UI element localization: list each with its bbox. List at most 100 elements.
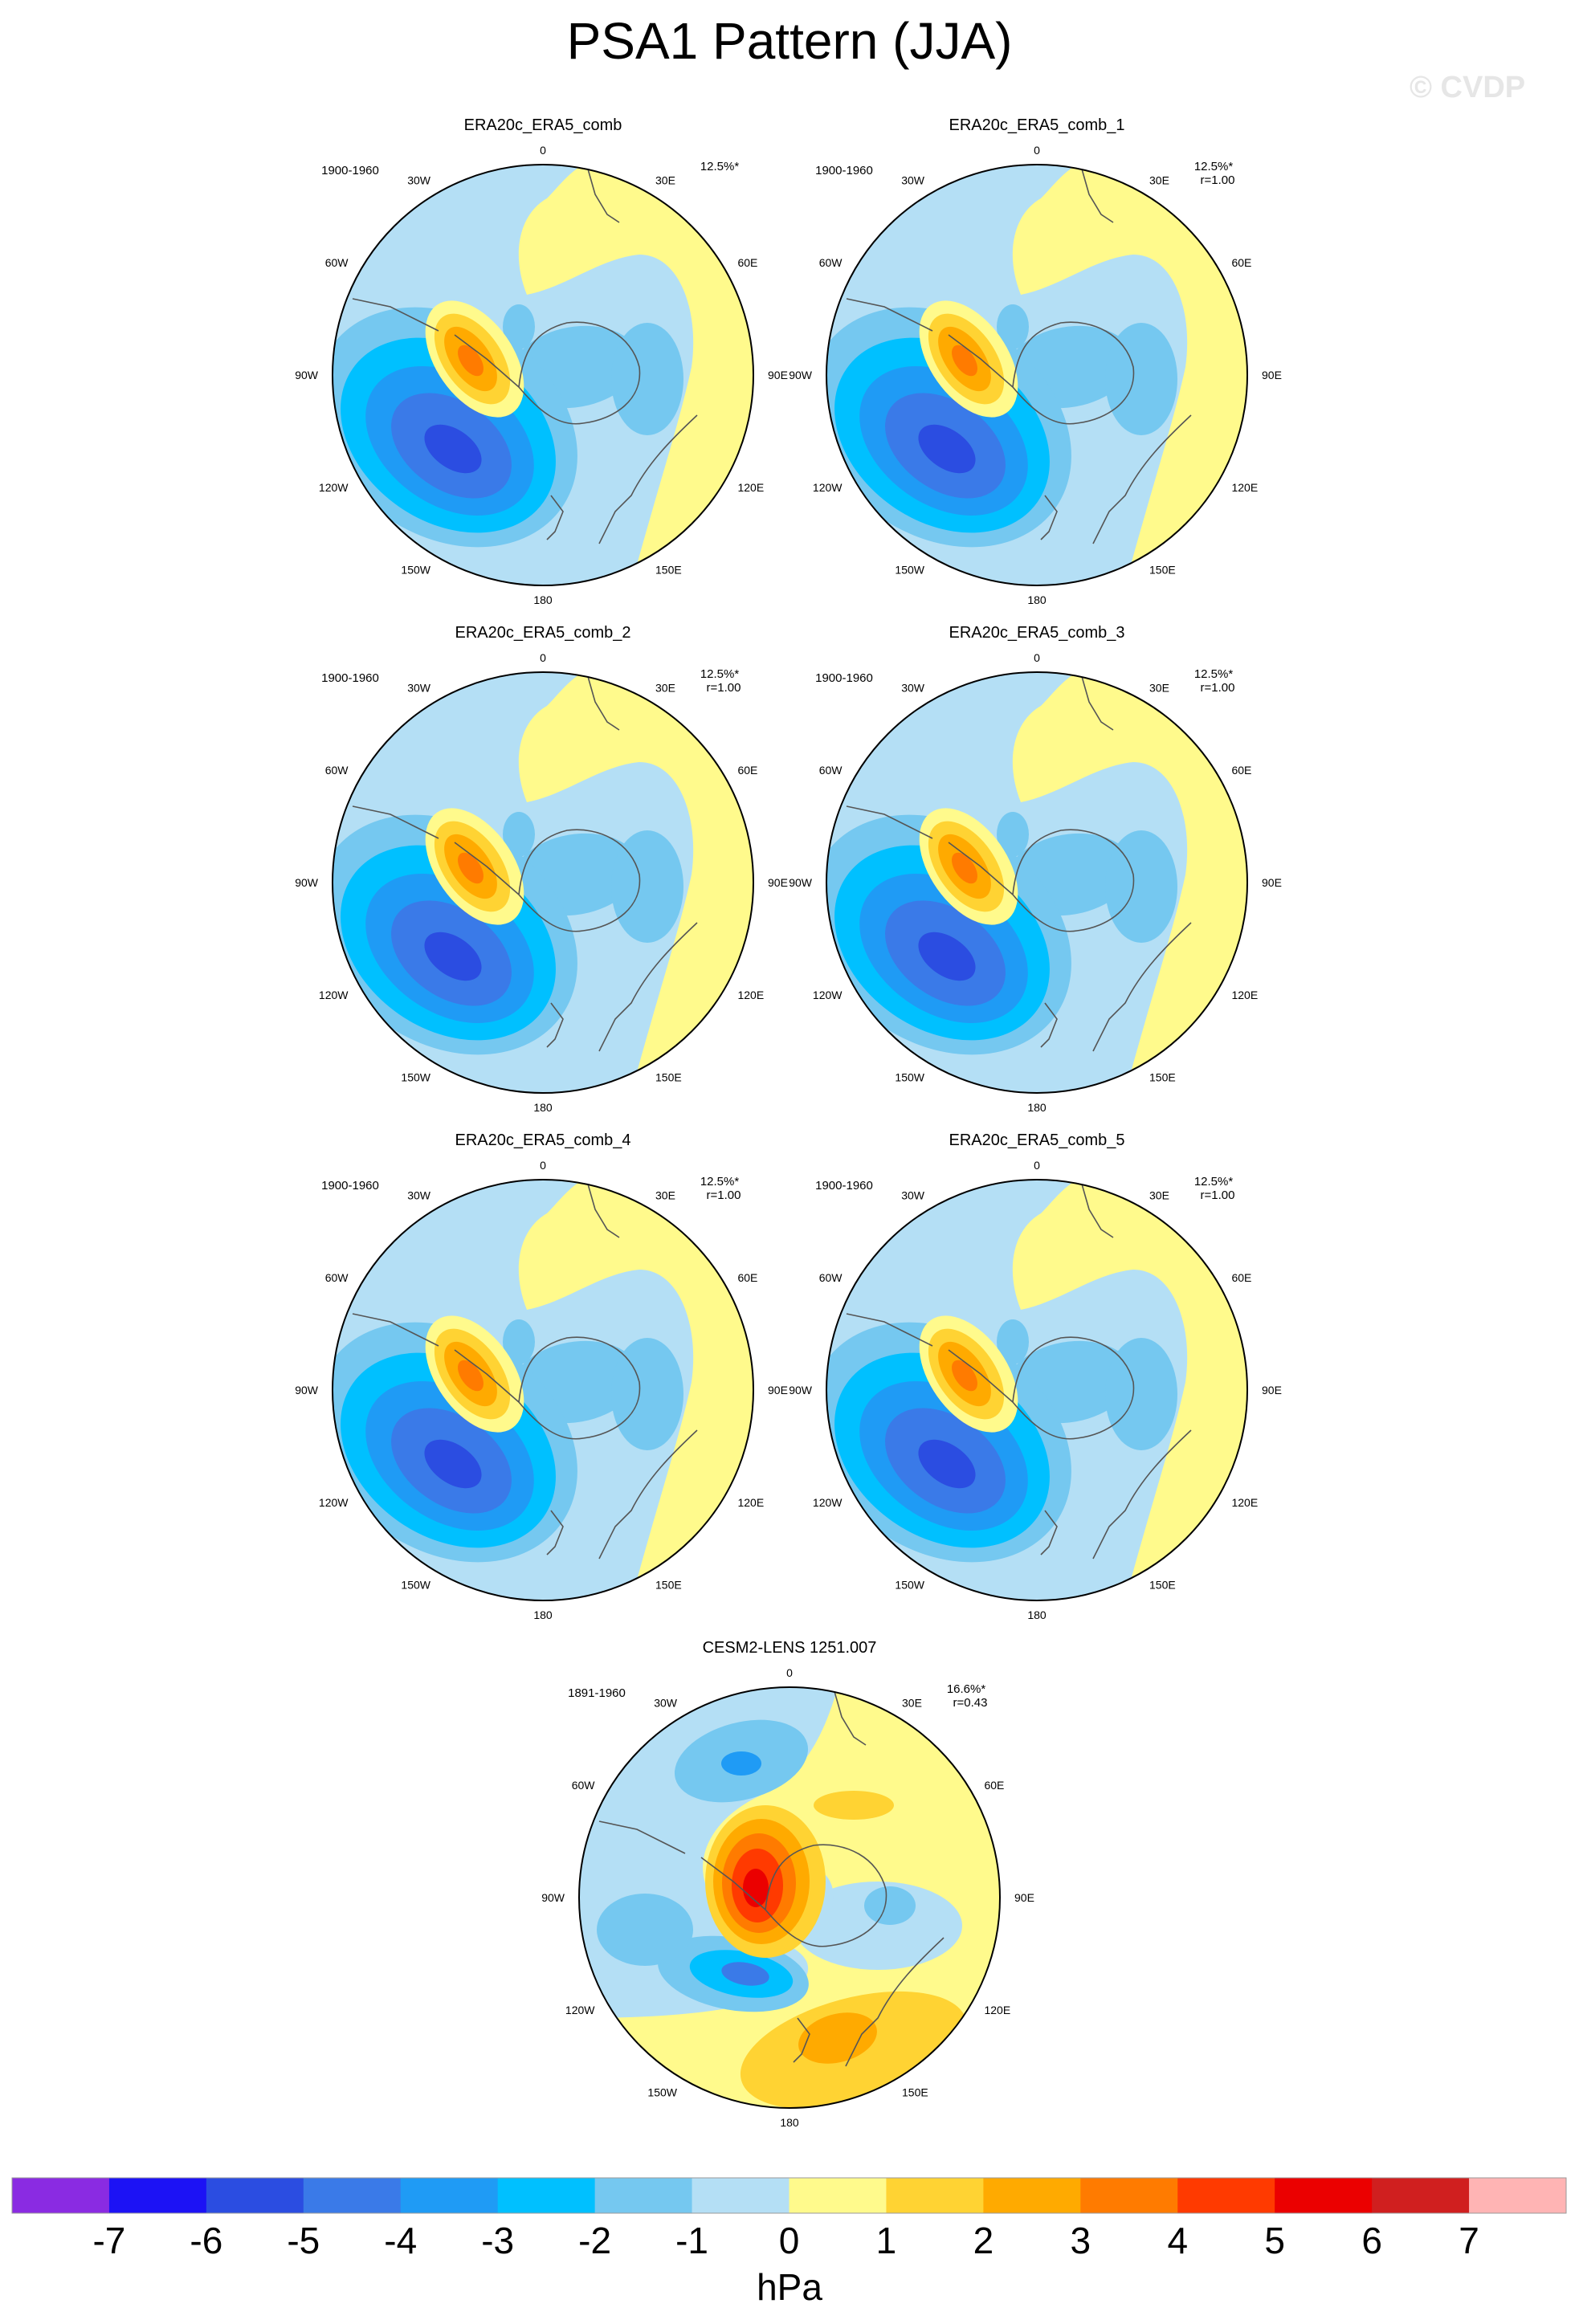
- longitude-label: 90E: [1262, 369, 1282, 381]
- longitude-label: 30E: [1149, 682, 1169, 695]
- longitude-label: 150E: [902, 2085, 928, 2098]
- map-panel: ERA20c_ERA5_comb_3 1900-1960 12.5%*r=1.00 0…: [789, 624, 1282, 1114]
- map-panel: ERA20c_ERA5_comb_1 1900-1960 12.5%*r=1.00 0…: [789, 116, 1282, 606]
- longitude-label: 150E: [655, 1070, 682, 1083]
- longitude-label: 120W: [813, 481, 843, 494]
- colorbar-tick-label: 7: [1459, 2220, 1479, 2261]
- colorbar-segment: [206, 2178, 304, 2213]
- longitude-label: 150W: [401, 1578, 430, 1591]
- colorbar-tick-label: 4: [1167, 2220, 1188, 2261]
- panel-period: 1900-1960: [321, 671, 379, 685]
- colorbar-tick-label: 6: [1361, 2220, 1382, 2261]
- longitude-label: 30E: [655, 1189, 675, 1202]
- longitude-label: 120W: [319, 989, 349, 1001]
- longitude-label: 60W: [325, 256, 349, 269]
- map-boundary: [332, 1179, 754, 1601]
- longitude-label: 30W: [407, 174, 431, 187]
- longitude-label: 180: [533, 1608, 553, 1621]
- longitude-label: 120W: [565, 2004, 595, 2016]
- longitude-label: 150W: [647, 2085, 677, 2098]
- longitude-label: 60W: [819, 1271, 843, 1284]
- colorbar-segment: [1177, 2178, 1275, 2213]
- anomaly-field: [826, 165, 1247, 585]
- colorbar-tick-label: -3: [481, 2220, 514, 2261]
- longitude-label: 30E: [902, 1697, 922, 1710]
- colorbar-segment: [692, 2178, 790, 2213]
- map-panel: ERA20c_ERA5_comb 1900-1960 12.5%* 0 30E 60E 90…: [295, 116, 788, 606]
- longitude-label: 120W: [319, 481, 349, 494]
- longitude-label: 180: [1027, 1101, 1047, 1114]
- colorbar-tick-label: -6: [190, 2220, 222, 2261]
- colorbar: -7 -6 -5 -4 -3 -2 -1 0 1 2 3 4 5 6 7 hPa: [11, 2177, 1567, 2308]
- panel-variance-explained: 12.5%*: [700, 667, 740, 681]
- longitude-label: 150W: [401, 1070, 430, 1083]
- longitude-label: 90W: [295, 876, 319, 889]
- longitude-label: 90W: [295, 369, 319, 381]
- longitude-label: 30E: [655, 682, 675, 695]
- map-panel: ERA20c_ERA5_comb_2 1900-1960 12.5%*r=1.00 0…: [295, 624, 788, 1114]
- map-panel: ERA20c_ERA5_comb_4 1900-1960 12.5%*r=1.00 0…: [295, 1131, 788, 1621]
- colorbar-segment: [886, 2178, 984, 2213]
- longitude-label: 150E: [1149, 563, 1176, 576]
- longitude-label: 120E: [1231, 989, 1258, 1001]
- longitude-label: 120E: [737, 481, 764, 494]
- anomaly-field: [826, 672, 1247, 1093]
- colorbar-segment: [400, 2178, 499, 2213]
- longitude-label: 120W: [813, 989, 843, 1001]
- longitude-label: 180: [533, 593, 553, 606]
- map-boundary: [332, 164, 754, 586]
- colorbar-tick-label: 0: [779, 2220, 800, 2261]
- colorbar-tick-label: 5: [1264, 2220, 1285, 2261]
- colorbar-segment: [108, 2178, 207, 2213]
- map-panel: ERA20c_ERA5_comb_5 1900-1960 12.5%*r=1.00 0…: [789, 1131, 1282, 1621]
- longitude-label: 150E: [655, 1578, 682, 1591]
- panel-period: 1900-1960: [815, 671, 873, 685]
- longitude-label: 90W: [789, 369, 813, 381]
- panel-title: ERA20c_ERA5_comb_4: [455, 1131, 630, 1149]
- anomaly-field: [333, 672, 753, 1093]
- panel-title: ERA20c_ERA5_comb_1: [949, 116, 1124, 134]
- panel-variance-explained: 12.5%*: [1194, 667, 1234, 681]
- longitude-label: 90E: [1262, 876, 1282, 889]
- map-boundary: [826, 1179, 1248, 1601]
- colorbar-segment: [1469, 2178, 1567, 2213]
- map-boundary: [826, 164, 1248, 586]
- colorbar-tick-label: 1: [876, 2220, 897, 2261]
- longitude-label: 30W: [654, 1697, 678, 1710]
- longitude-label: 120W: [319, 1496, 349, 1509]
- longitude-label: 60W: [819, 256, 843, 269]
- colorbar-segment: [594, 2178, 693, 2213]
- anomaly-field: [579, 1687, 1000, 2108]
- panel-pattern-correlation: r=1.00: [1201, 173, 1235, 187]
- colorbar-tick-label: -7: [92, 2220, 125, 2261]
- colorbar-segment: [303, 2178, 402, 2213]
- panel-pattern-correlation: r=0.43: [953, 1696, 988, 1710]
- longitude-label: 60E: [737, 256, 757, 269]
- panel-pattern-correlation: r=1.00: [707, 681, 741, 695]
- panel-period: 1900-1960: [321, 164, 379, 177]
- colorbar-segment: [1080, 2178, 1178, 2213]
- longitude-label: 60E: [737, 764, 757, 777]
- longitude-label: 180: [533, 1101, 553, 1114]
- colorbar-segment: [12, 2178, 110, 2213]
- longitude-label: 30W: [901, 682, 925, 695]
- longitude-label: 150E: [1149, 1070, 1176, 1083]
- longitude-label: 60E: [737, 1271, 757, 1284]
- colorbar-tick-label: -4: [384, 2220, 417, 2261]
- cvdp-watermark: © CVDP: [1410, 71, 1526, 104]
- longitude-label: 0: [540, 144, 546, 157]
- panel-variance-explained: 16.6%*: [947, 1682, 986, 1696]
- panel-title: ERA20c_ERA5_comb: [464, 116, 622, 134]
- panel-pattern-correlation: r=1.00: [1201, 681, 1235, 695]
- longitude-label: 150W: [895, 1070, 924, 1083]
- panel-period: 1900-1960: [815, 1179, 873, 1193]
- panel-title: ERA20c_ERA5_comb_5: [949, 1131, 1124, 1149]
- panel-period: 1891-1960: [568, 1686, 626, 1700]
- colorbar-segment: [497, 2178, 596, 2213]
- colorbar-tick-label: -2: [578, 2220, 611, 2261]
- figure-title: PSA1 Pattern (JJA): [566, 12, 1013, 70]
- map-boundary: [332, 671, 754, 1094]
- panel-title: ERA20c_ERA5_comb_2: [455, 624, 630, 642]
- longitude-label: 60W: [819, 764, 843, 777]
